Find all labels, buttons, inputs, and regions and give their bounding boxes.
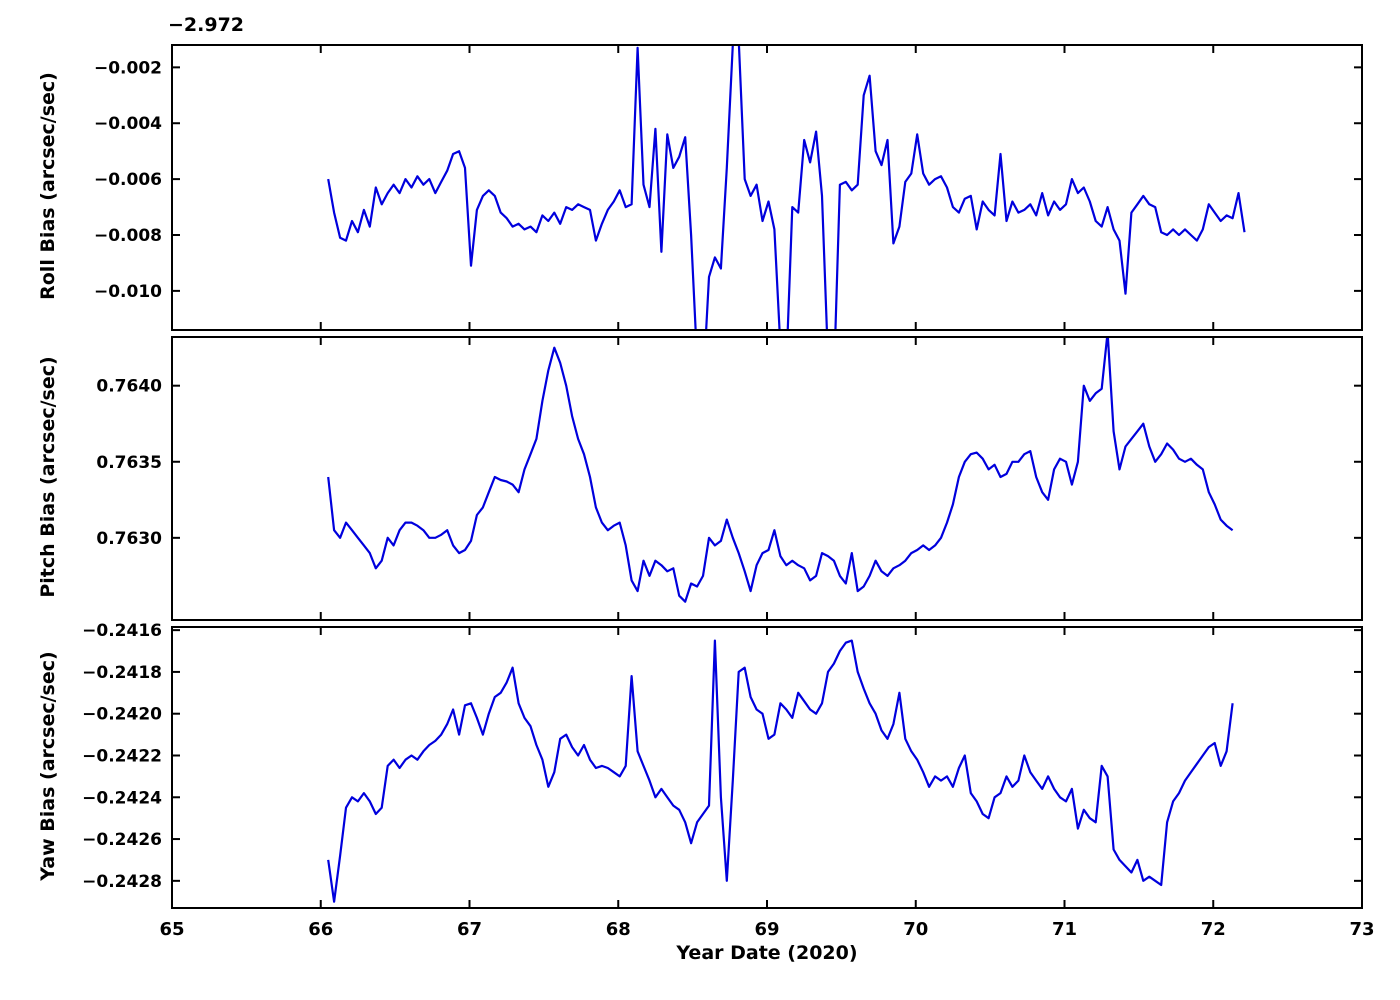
x-tick-label: 65: [159, 919, 184, 940]
x-tick-label: 68: [606, 919, 631, 940]
x-tick-label: 70: [903, 919, 928, 940]
roll-bias-y-tick-label: −0.010: [94, 282, 162, 302]
roll-axis-offset-text: −2.972: [168, 14, 245, 36]
x-tick-label: 71: [1052, 919, 1077, 940]
roll-bias-y-tick-label: −0.002: [94, 58, 162, 78]
x-tick-label: 69: [754, 919, 779, 940]
yaw-bias-y-tick-label: −0.2426: [82, 830, 162, 850]
yaw-bias-y-tick-label: −0.2420: [82, 705, 162, 725]
x-axis-label: Year Date (2020): [676, 942, 858, 964]
yaw-bias-y-tick-label: −0.2422: [82, 746, 162, 766]
x-tick-label: 66: [308, 919, 333, 940]
yaw-bias-y-tick-label: −0.2416: [82, 621, 162, 641]
pitch-bias-y-tick-label: 0.7640: [96, 377, 162, 397]
yaw-bias-y-tick-label: −0.2428: [82, 872, 162, 892]
roll-bias-y-tick-label: −0.008: [94, 226, 162, 246]
roll-bias-y-tick-label: −0.004: [94, 114, 162, 134]
yaw-bias-line: [327, 639, 1234, 903]
pitch-bias-y-tick-label: 0.7630: [96, 529, 162, 549]
pitch-bias-y-tick-label: 0.7635: [96, 453, 162, 473]
yaw-bias-y-tick-label: −0.2424: [82, 788, 162, 808]
yaw-bias-axes-frame: [171, 626, 1363, 909]
roll-bias-axes-frame: [171, 44, 1363, 331]
yaw-y-axis-label: Yaw Bias (arcsec/sec): [37, 651, 59, 881]
pitch-bias-axes-frame: [171, 336, 1363, 621]
x-tick-label: 73: [1349, 919, 1374, 940]
yaw-bias-y-tick-label: −0.2418: [82, 663, 162, 683]
roll-bias-y-tick-label: −0.006: [94, 170, 162, 190]
x-tick-label: 72: [1201, 919, 1226, 940]
roll-bias-line: [327, 45, 1246, 330]
pitch-bias-line: [327, 337, 1234, 603]
x-tick-label: 67: [457, 919, 482, 940]
